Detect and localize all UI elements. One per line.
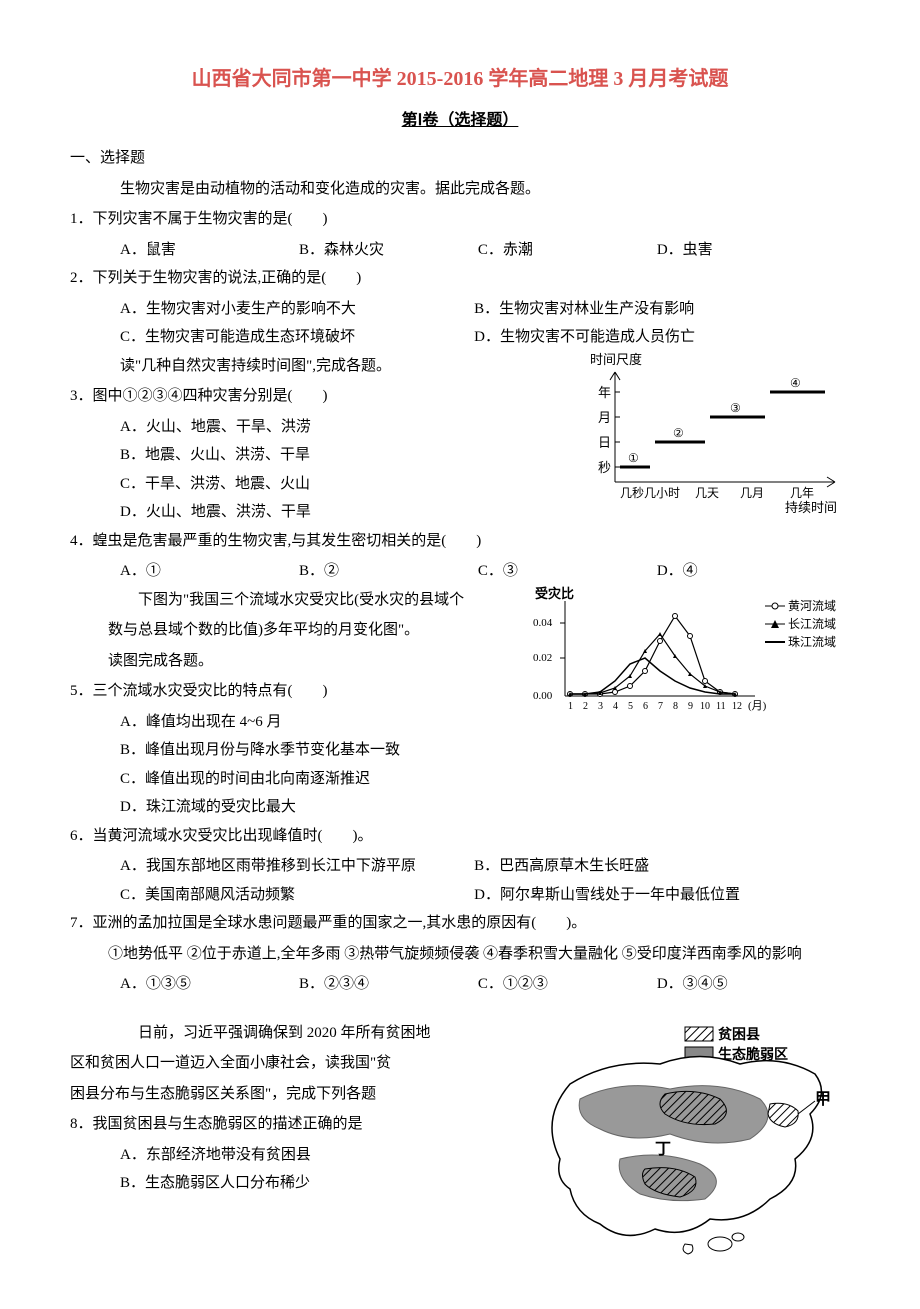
options: A．鼠害 B．森林火灾 C．赤潮 D．虫害: [70, 236, 850, 265]
sub-options: ①地势低平 ②位于赤道上,全年多雨 ③热带气旋频频侵袭 ④春季积雪大量融化 ⑤受…: [70, 940, 850, 969]
option: B．巴西高原草木生长旺盛: [474, 852, 824, 881]
china-map: 贫困县 生态脆弱区 甲 丁: [520, 1019, 850, 1270]
svg-text:黄河流域: 黄河流域: [788, 599, 836, 613]
svg-text:5: 5: [628, 701, 633, 712]
svg-text:贫困县: 贫困县: [718, 1026, 760, 1043]
option: D．珠江流域的受灾比最大: [120, 793, 296, 822]
svg-text:几天: 几天: [695, 486, 719, 500]
svg-text:③: ③: [730, 401, 741, 415]
option: C．美国南部飓风活动频繁: [120, 881, 470, 910]
svg-text:长江流域: 长江流域: [788, 617, 836, 631]
option: B．生态脆弱区人口分布稀少: [120, 1169, 310, 1198]
duration-chart: 时间尺度 年 月 日 秒 ① ② ③ ④ 几秒几小时 几天 几月 几年 持续时间: [580, 352, 850, 517]
option: C．干旱、洪涝、地震、火山: [120, 470, 310, 499]
options: A．① B．② C．③ D．④: [70, 557, 850, 586]
option: A．峰值均出现在 4~6 月: [120, 708, 281, 737]
svg-text:年: 年: [598, 385, 611, 400]
svg-text:几年: 几年: [790, 486, 814, 500]
option: A．①: [120, 557, 295, 586]
svg-text:9: 9: [688, 701, 693, 712]
option: B．峰值出现月份与降水季节变化基本一致: [120, 736, 400, 765]
section-header: 一、选择题: [70, 144, 850, 173]
options: A．我国东部地区雨带推移到长江中下游平原 B．巴西高原草木生长旺盛: [70, 852, 850, 881]
option: C．生物灾害可能造成生态环境破坏: [120, 323, 470, 352]
flood-chart: 受灾比 0.04 0.02 0.00 123 456 789 101112 (月…: [530, 586, 850, 726]
svg-text:7: 7: [658, 701, 663, 712]
svg-text:(月): (月): [748, 700, 767, 712]
option: B．地震、火山、洪涝、干旱: [120, 441, 310, 470]
option: D．虫害: [657, 236, 832, 265]
option: A．①③⑤: [120, 970, 295, 999]
option: D．④: [657, 557, 832, 586]
option: B．②: [299, 557, 474, 586]
svg-text:0.04: 0.04: [533, 617, 553, 629]
options: C．美国南部飓风活动频繁 D．阿尔卑斯山雪线处于一年中最低位置: [70, 881, 850, 910]
svg-text:10: 10: [700, 701, 710, 712]
svg-text:6: 6: [643, 701, 648, 712]
option: C．①②③: [478, 970, 653, 999]
y-axis-label: 时间尺度: [590, 352, 642, 367]
option: A．我国东部地区雨带推移到长江中下游平原: [120, 852, 470, 881]
svg-text:月: 月: [598, 410, 611, 425]
svg-text:④: ④: [790, 376, 801, 390]
svg-text:几秒几小时: 几秒几小时: [620, 486, 680, 500]
option: A．火山、地震、干旱、洪涝: [120, 413, 311, 442]
options: B．峰值出现月份与降水季节变化基本一致: [70, 736, 850, 765]
option: D．生物灾害不可能造成人员伤亡: [474, 323, 824, 352]
svg-text:几月: 几月: [740, 486, 764, 500]
options: D．珠江流域的受灾比最大: [70, 793, 850, 822]
exam-title: 山西省大同市第一中学 2015-2016 学年高二地理 3 月月考试题: [70, 60, 850, 98]
svg-text:12: 12: [732, 701, 742, 712]
option: A．生物灾害对小麦生产的影响不大: [120, 295, 470, 324]
options: C．峰值出现的时间由北向南逐渐推迟: [70, 765, 850, 794]
option: A．东部经济地带没有贫困县: [120, 1141, 311, 1170]
question-4: 4．蝗虫是危害最严重的生物灾害,与其发生密切相关的是( ): [70, 527, 850, 556]
svg-text:持续时间: 持续时间: [785, 500, 837, 515]
svg-text:珠江流域: 珠江流域: [788, 635, 836, 649]
question-2: 2．下列关于生物灾害的说法,正确的是( ): [70, 264, 850, 293]
svg-text:0.02: 0.02: [533, 652, 552, 664]
option: D．③④⑤: [657, 970, 832, 999]
options: C．生物灾害可能造成生态环境破坏 D．生物灾害不可能造成人员伤亡: [70, 323, 850, 352]
svg-text:8: 8: [673, 701, 678, 712]
svg-text:2: 2: [583, 701, 588, 712]
option: C．③: [478, 557, 653, 586]
svg-text:①: ①: [628, 451, 639, 465]
question-6: 6．当黄河流域水灾受灾比出现峰值时( )。: [70, 822, 850, 851]
svg-text:②: ②: [673, 426, 684, 440]
svg-text:4: 4: [613, 701, 618, 712]
svg-text:甲: 甲: [815, 1090, 831, 1108]
svg-text:丁: 丁: [655, 1141, 671, 1158]
option: B．森林火灾: [299, 236, 474, 265]
svg-text:受灾比: 受灾比: [535, 586, 574, 601]
options: A．生物灾害对小麦生产的影响不大 B．生物灾害对林业生产没有影响: [70, 295, 850, 324]
svg-text:0.00: 0.00: [533, 690, 553, 702]
svg-text:3: 3: [598, 701, 603, 712]
option: D．阿尔卑斯山雪线处于一年中最低位置: [474, 881, 824, 910]
svg-text:1: 1: [568, 701, 573, 712]
option: C．赤潮: [478, 236, 653, 265]
option: C．峰值出现的时间由北向南逐渐推迟: [120, 765, 370, 794]
option: B．生物灾害对林业生产没有影响: [474, 295, 824, 324]
exam-subtitle: 第Ⅰ卷（选择题）: [70, 106, 850, 136]
svg-text:11: 11: [716, 701, 726, 712]
option: B．②③④: [299, 970, 474, 999]
option: A．鼠害: [120, 236, 295, 265]
svg-text:秒: 秒: [598, 460, 611, 475]
intro-text: 生物灾害是由动植物的活动和变化造成的灾害。据此完成各题。: [70, 175, 850, 204]
question-1: 1．下列灾害不属于生物灾害的是( ): [70, 205, 850, 234]
options: A．①③⑤ B．②③④ C．①②③ D．③④⑤: [70, 970, 850, 999]
option: D．火山、地震、洪涝、干旱: [120, 498, 311, 527]
svg-text:日: 日: [598, 435, 611, 450]
question-7: 7．亚洲的孟加拉国是全球水患问题最严重的国家之一,其水患的原因有( )。: [70, 909, 850, 938]
